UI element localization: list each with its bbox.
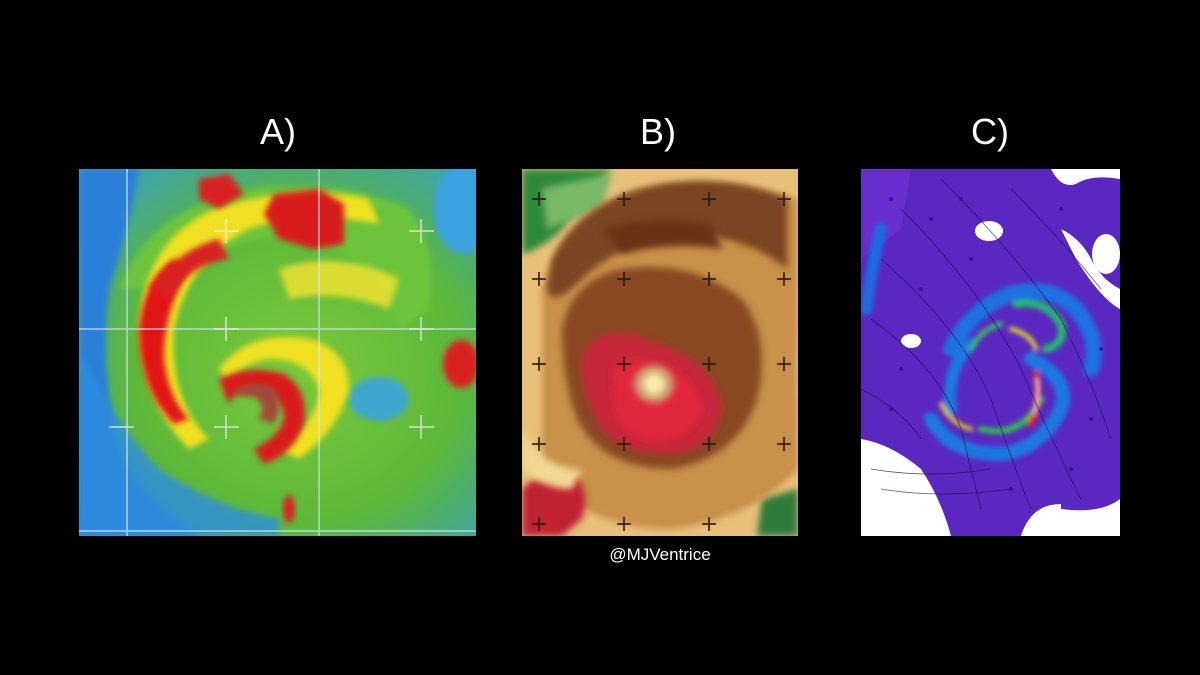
panel-a-image bbox=[79, 169, 476, 536]
panel-a-label: A) bbox=[260, 111, 296, 152]
panel-b-image bbox=[522, 169, 798, 536]
author-credit: @MJVentrice bbox=[609, 545, 711, 564]
panel-c-label: C) bbox=[971, 111, 1009, 152]
panel-b-label: B) bbox=[640, 111, 676, 152]
panel-c-image bbox=[861, 169, 1120, 536]
